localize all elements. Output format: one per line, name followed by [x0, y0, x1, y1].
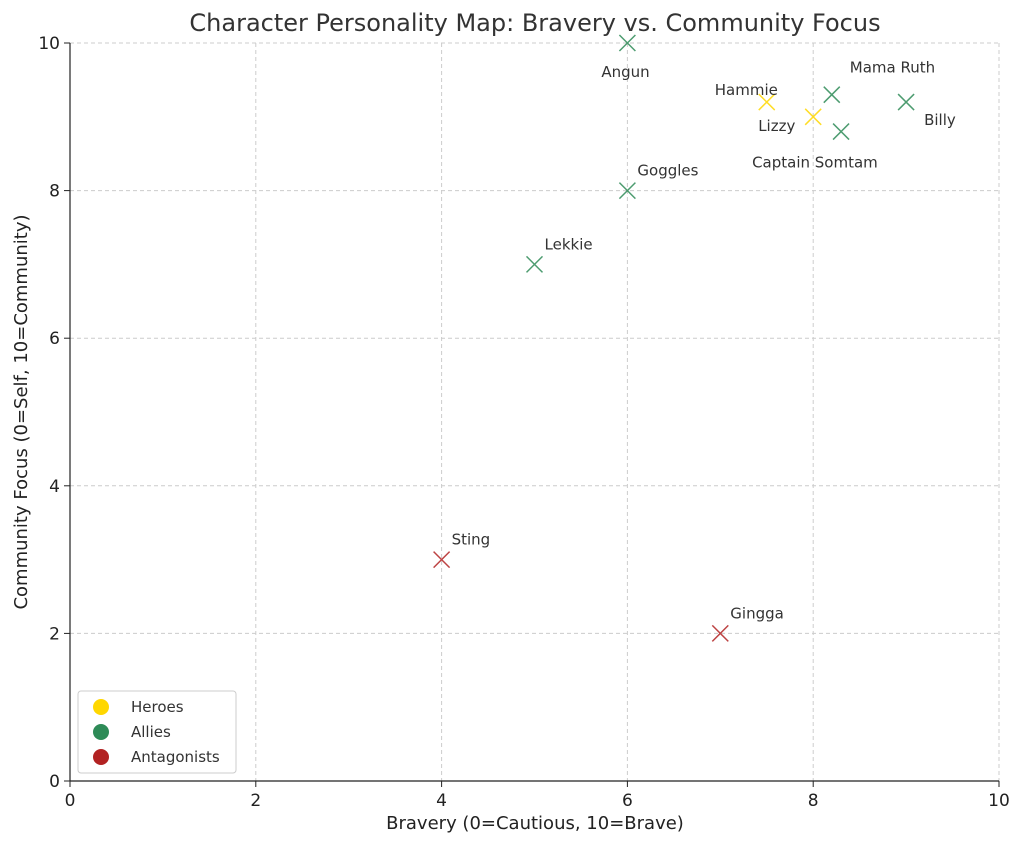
x-marker [832, 123, 850, 141]
point-billy: Billy [897, 93, 956, 129]
legend: Heroes Allies Antagonists [77, 690, 237, 774]
x-marker [804, 108, 822, 126]
x-marker [618, 182, 636, 200]
point-label: Billy [924, 111, 956, 129]
y-tick-label: 10 [38, 34, 60, 54]
legend-swatch [93, 724, 109, 740]
x-tick-label: 2 [250, 791, 261, 811]
y-tick-label: 4 [49, 477, 60, 497]
x-tick-label: 10 [988, 791, 1010, 811]
point-gingga: Gingga [711, 604, 784, 642]
x-tick-label: 6 [622, 791, 633, 811]
point-label: Hammie [715, 81, 778, 99]
x-marker [433, 551, 451, 569]
point-hammie: Hammie [715, 81, 778, 111]
ticks: 0 2 4 6 8 10 0 2 4 6 8 10 [38, 34, 1009, 811]
point-angun: Angun [601, 34, 650, 81]
x-tick-label: 8 [808, 791, 819, 811]
x-marker [897, 93, 915, 111]
legend-swatch [93, 699, 109, 715]
y-tick-label: 0 [49, 772, 60, 792]
x-marker [758, 93, 776, 111]
point-lekkie: Lekkie [525, 235, 593, 273]
y-tick-label: 8 [49, 182, 60, 202]
x-marker [525, 255, 544, 273]
x-axis-label: Bravery (0=Cautious, 10=Brave) [386, 813, 684, 834]
x-marker [618, 34, 636, 52]
point-captain-somtam: Captain Somtam [752, 123, 878, 172]
point-label: Gingga [730, 604, 784, 622]
legend-item-antagonists: Antagonists [93, 748, 220, 766]
legend-label: Allies [131, 723, 171, 741]
legend-swatch [93, 749, 109, 765]
y-axis-label: Community Focus (0=Self, 10=Community) [11, 214, 32, 609]
legend-label: Heroes [131, 698, 184, 716]
chart-title: Character Personality Map: Bravery vs. C… [189, 9, 880, 37]
point-label: Mama Ruth [850, 59, 935, 77]
point-label: Captain Somtam [752, 154, 878, 172]
x-tick-label: 4 [436, 791, 447, 811]
x-marker [711, 624, 729, 642]
point-label: Lizzy [758, 117, 795, 135]
y-tick-label: 2 [49, 624, 60, 644]
point-sting: Sting [433, 531, 491, 569]
point-label: Sting [452, 531, 491, 549]
point-goggles: Goggles [618, 162, 699, 200]
points: Hammie Lizzy Angun Mama Ruth Captain Somtam B… [433, 34, 956, 642]
legend-label: Antagonists [131, 748, 220, 766]
x-marker [823, 86, 841, 104]
x-tick-label: 0 [65, 791, 76, 811]
legend-item-heroes: Heroes [93, 698, 184, 716]
point-label: Lekkie [545, 235, 593, 253]
point-lizzy: Lizzy [758, 108, 822, 135]
legend-item-allies: Allies [93, 723, 171, 741]
point-label: Goggles [637, 162, 698, 180]
y-tick-label: 6 [49, 329, 60, 349]
point-label: Angun [601, 63, 649, 81]
point-mama-ruth: Mama Ruth [823, 59, 935, 104]
